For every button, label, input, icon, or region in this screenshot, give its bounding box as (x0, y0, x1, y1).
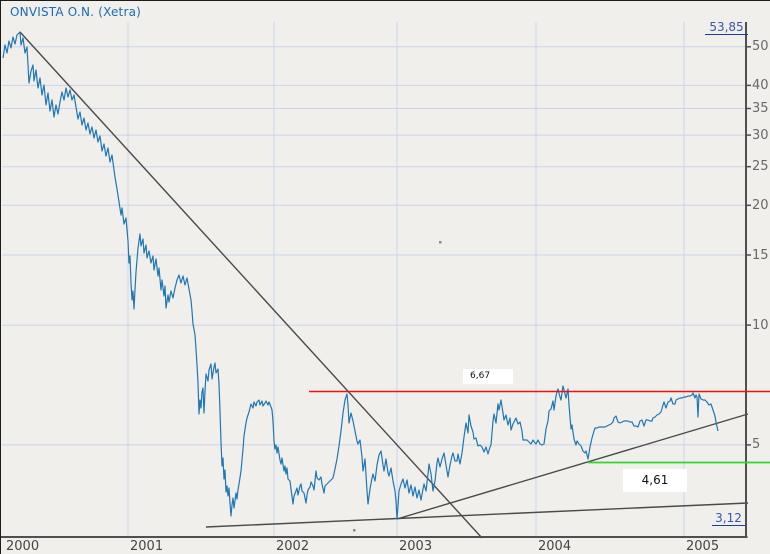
x-tick-label: 2002 (276, 539, 310, 554)
resistance-value-label: 6,67 (463, 369, 513, 384)
period-high-marker[interactable]: 53,85 (705, 21, 748, 35)
price-line (2, 31, 719, 520)
resistance-value-text: 6,67 (470, 371, 491, 381)
support-value-label: 4,61 (623, 469, 687, 492)
period-low-marker[interactable]: 3,12 (712, 512, 745, 526)
y-tick-label: 25 (752, 159, 769, 175)
x-tick-label: 2001 (130, 539, 164, 554)
x-tick-label: 2000 (6, 539, 40, 554)
x-tick-label: 2003 (399, 539, 433, 554)
trendline-rising-support (396, 413, 749, 520)
y-tick-label: 15 (752, 247, 769, 263)
trendline-long-term-support (205, 502, 749, 528)
y-tick-label: 20 (752, 197, 769, 213)
y-tick-label: 40 (752, 77, 769, 93)
y-tick-label: 5 (752, 437, 761, 453)
y-tick-label: 35 (752, 101, 769, 116)
artifact-dot (439, 241, 442, 244)
chart-title: ONVISTA O.N. (Xetra) (10, 5, 142, 19)
y-tick-label: 50 (752, 39, 769, 55)
trendline-primary-downtrend (19, 31, 483, 539)
y-tick-label: 30 (752, 127, 769, 143)
x-tick-label: 2004 (538, 539, 572, 554)
support-value-text: 4,61 (641, 473, 669, 487)
artifact-dot (353, 529, 356, 532)
x-tick-label: 2005 (686, 539, 720, 554)
y-tick-label: 10 (752, 317, 769, 333)
